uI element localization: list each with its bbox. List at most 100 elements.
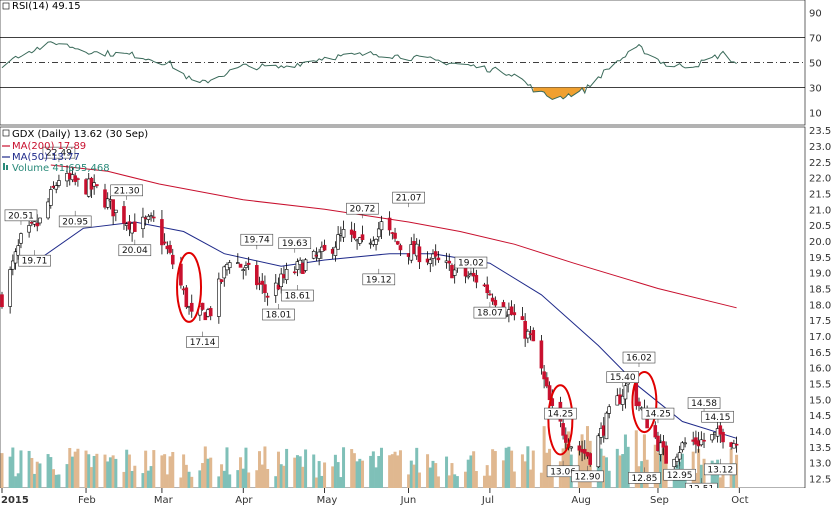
price-label: 14.25: [641, 407, 675, 424]
volume-bar: [407, 474, 411, 488]
candle-body: [27, 225, 31, 233]
candle-body: [718, 425, 723, 435]
price-tick-label: 19.0: [809, 269, 831, 280]
volume-bar: [276, 451, 280, 488]
legend: GDX (Daily) 13.62 (30 Sep) MA(200) 17.89…: [2, 129, 148, 174]
price-label-text: 20.04: [122, 246, 148, 256]
price-label-text: 13.12: [707, 465, 733, 475]
volume-bar: [266, 468, 270, 488]
price-label: 18.61: [281, 285, 314, 302]
price-label: 20.95: [58, 210, 92, 227]
volume-bar: [721, 463, 725, 488]
volume-bar: [241, 468, 245, 488]
y-axis: 90 70 50 30 10 23.5 23.0 22.5 22.0 21.5 21.0 20.5 20…: [809, 9, 831, 486]
volume-bar: [236, 470, 240, 488]
candle-body: [582, 449, 587, 454]
candle-body: [219, 279, 224, 283]
price-label: 19.02: [454, 256, 488, 273]
price-label-text: 14.58: [691, 399, 717, 409]
volume-bar: [282, 465, 286, 488]
price-label-box: [641, 407, 675, 420]
volume-bar: [604, 457, 608, 488]
candle-body: [292, 271, 297, 274]
price-label: 15.40: [606, 371, 640, 387]
price-label-box: [704, 463, 737, 476]
price-tick-label: 16.5: [809, 348, 831, 359]
volume-bar: [57, 474, 61, 488]
price-label: 20.51: [4, 209, 38, 225]
rsi-tick-label: 50: [809, 59, 822, 70]
volume-bar: [583, 448, 587, 488]
candle-body: [260, 280, 265, 285]
volume-bar: [314, 477, 318, 488]
volume-bar: [388, 455, 392, 488]
volume-bar: [450, 463, 454, 488]
rsi-line: [1, 41, 737, 101]
candle-body: [57, 180, 61, 186]
volume-bar: [618, 455, 622, 488]
candle-body: [547, 385, 552, 401]
volume-bar: [217, 476, 221, 488]
volume-bar: [621, 454, 625, 488]
price-label-text: 14.25: [548, 410, 574, 420]
volume-bar: [247, 472, 251, 488]
volume-bar: [371, 451, 375, 488]
volume-bar: [146, 470, 150, 488]
volume-bar: [244, 447, 248, 488]
volume-bar: [184, 464, 188, 488]
volume-bar: [16, 473, 20, 488]
candle-body: [710, 434, 714, 441]
volume-bar: [95, 453, 99, 488]
rsi-line-group: [1, 41, 737, 101]
volume-bar: [358, 458, 362, 488]
price-label-text: 19.71: [22, 257, 48, 267]
price-label: 18.07: [473, 302, 507, 319]
candle-body: [433, 251, 438, 257]
candle-body: [447, 260, 452, 264]
volume-bar: [165, 474, 169, 488]
volume-bar: [298, 456, 302, 488]
volume-bar: [656, 452, 660, 488]
price-label-box: [544, 407, 577, 420]
price-label: 17.14: [186, 331, 219, 348]
volume-bar: [531, 450, 535, 488]
price-label-text: 15.40: [610, 373, 636, 383]
price-label-text: 12.85: [632, 474, 658, 484]
candle-body: [474, 275, 479, 283]
x-tick-label: Jun: [400, 495, 417, 506]
candle-body: [395, 241, 400, 245]
candle-body: [488, 293, 492, 296]
price-tick-label: 13.5: [809, 443, 831, 454]
price-label: 22.49: [42, 146, 76, 163]
volume-bar: [106, 461, 110, 488]
volume-bar: [713, 462, 717, 488]
volume-bar: [228, 474, 232, 488]
volume-bar: [567, 431, 571, 488]
candle-body: [588, 453, 593, 465]
volume-bar: [317, 461, 321, 488]
candle-body: [471, 272, 476, 277]
price-label: 19.12: [362, 268, 396, 285]
candle-body: [246, 262, 251, 265]
candle-body: [341, 229, 346, 238]
volume-bar: [19, 450, 23, 488]
volume-bar: [501, 460, 505, 488]
candle-body: [217, 278, 221, 317]
price-tick-label: 20.5: [809, 221, 831, 232]
price-label-text: 19.02: [458, 259, 484, 269]
price-label-box: [687, 397, 721, 409]
price-tick-label: 22.5: [809, 158, 831, 169]
candle-body: [311, 251, 316, 259]
candle-body: [358, 237, 362, 244]
volume-bar: [279, 464, 283, 488]
volume-bar: [333, 454, 337, 488]
price-label-box: [571, 470, 604, 483]
volume-bar: [474, 471, 478, 488]
x-tick-label: 2015: [1, 495, 29, 506]
candle-body: [103, 189, 107, 208]
price-label-text: 22.49: [46, 149, 72, 159]
volume-bar: [293, 457, 297, 488]
candle-body: [374, 238, 378, 245]
candle-body: [732, 443, 736, 449]
x-axis-band: [0, 488, 834, 508]
